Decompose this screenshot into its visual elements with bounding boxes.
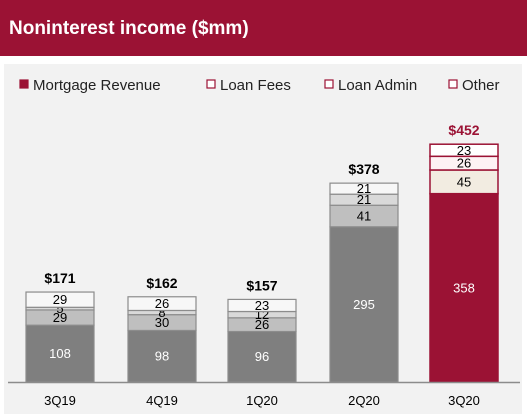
bar-mortgage-revenue-2q20 xyxy=(329,226,399,383)
data-label-loan-admin-3q20: 26 xyxy=(457,156,471,171)
data-label-other-4q19: 26 xyxy=(155,296,169,311)
x-tick-label-4q19: 4Q19 xyxy=(146,393,178,408)
bar-other-3q20 xyxy=(429,143,499,158)
data-label-loan-fees-4q19: 30 xyxy=(155,315,169,330)
legend-label-loan-fees: Loan Fees xyxy=(220,77,291,94)
x-tick-label-2q20: 2Q20 xyxy=(348,393,380,408)
data-label-loan-fees-3q19: 29 xyxy=(53,310,67,325)
data-label-loan-fees-2q20: 41 xyxy=(357,209,371,224)
total-label-4q19: $162 xyxy=(146,275,177,291)
data-label-loan-admin-4q19: 8 xyxy=(158,305,165,320)
total-label-3q19: $171 xyxy=(44,270,75,286)
x-tick-label-3q19: 3Q19 xyxy=(44,393,76,408)
total-label-1q20: $157 xyxy=(246,277,277,293)
data-label-mortgage-revenue-4q19: 98 xyxy=(155,349,169,364)
data-label-other-2q20: 21 xyxy=(357,181,371,196)
legend-swatch-loan-admin xyxy=(324,79,334,89)
bar-other-3q19 xyxy=(25,291,95,308)
chart-title: Noninterest income ($mm) xyxy=(9,18,249,39)
legend-label-other: Other xyxy=(462,77,500,94)
legend-swatch-mortgage-revenue xyxy=(19,79,29,89)
data-label-mortgage-revenue-1q20: 96 xyxy=(255,349,269,364)
data-label-other-3q20: 23 xyxy=(457,143,471,158)
data-label-mortgage-revenue-2q20: 295 xyxy=(353,297,375,312)
data-label-mortgage-revenue-3q20: 358 xyxy=(453,280,475,295)
legend-label-loan-admin: Loan Admin xyxy=(338,77,417,94)
total-label-2q20: $378 xyxy=(348,161,379,177)
data-label-loan-admin-2q20: 21 xyxy=(357,192,371,207)
bar-other-2q20 xyxy=(329,182,399,195)
data-label-loan-fees-1q20: 26 xyxy=(255,317,269,332)
data-label-loan-admin-3q19: 5 xyxy=(56,301,63,316)
total-label-3q20: $452 xyxy=(448,122,479,138)
bar-other-1q20 xyxy=(227,298,297,313)
bar-mortgage-revenue-4q19 xyxy=(127,329,197,383)
legend-swatch-other xyxy=(448,79,458,89)
data-label-other-3q19: 29 xyxy=(53,292,67,307)
data-label-loan-fees-3q20: 45 xyxy=(457,174,471,189)
bar-mortgage-revenue-1q20 xyxy=(227,330,297,383)
x-tick-label-1q20: 1Q20 xyxy=(246,393,278,408)
bar-mortgage-revenue-3q19 xyxy=(25,324,95,383)
data-label-other-1q20: 23 xyxy=(255,298,269,313)
legend-label-mortgage-revenue: Mortgage Revenue xyxy=(33,77,161,94)
bar-mortgage-revenue-3q20 xyxy=(429,192,499,383)
data-label-mortgage-revenue-3q19: 108 xyxy=(49,346,71,361)
title-bar: Noninterest income ($mm) xyxy=(0,0,527,56)
x-tick-label-3q20: 3Q20 xyxy=(448,393,480,408)
bar-other-4q19 xyxy=(127,296,197,312)
legend-swatch-loan-fees xyxy=(206,79,216,89)
